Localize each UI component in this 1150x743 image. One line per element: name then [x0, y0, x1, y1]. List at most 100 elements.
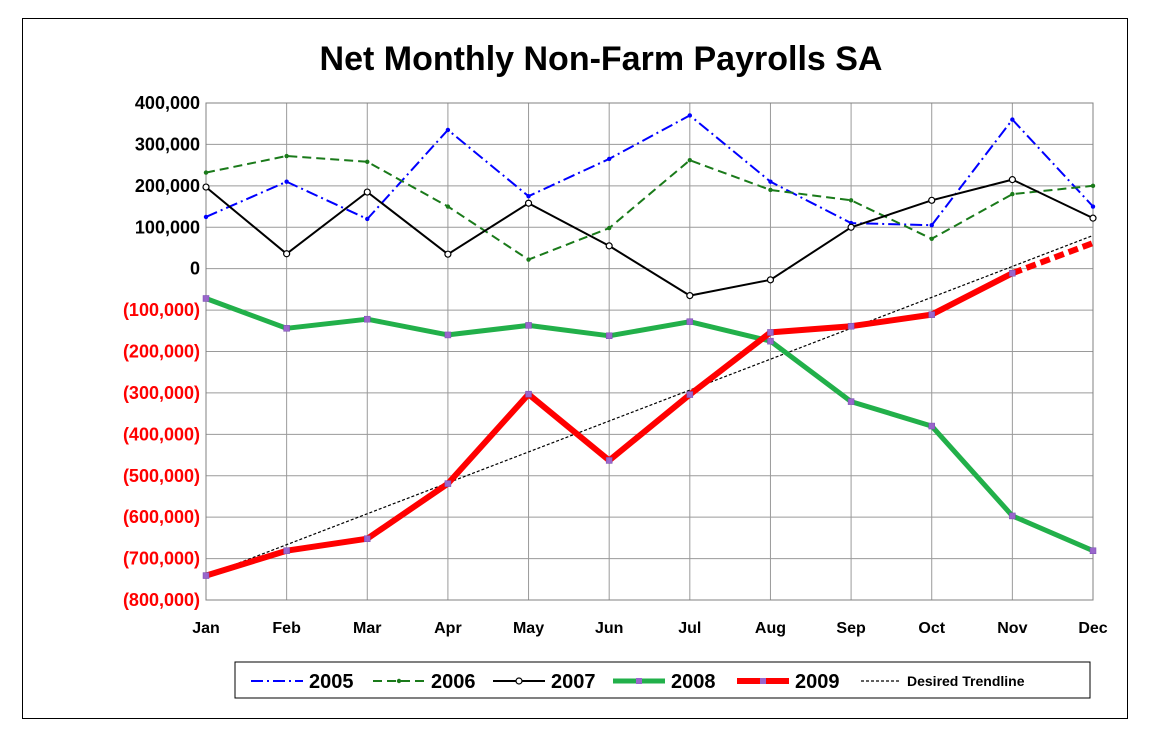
- series-2009-point: [1009, 269, 1016, 277]
- series-2005-point: [365, 216, 370, 222]
- x-tick-label: May: [513, 620, 544, 637]
- series-2007-point: [524, 199, 533, 207]
- y-tick-label: (400,000): [123, 424, 200, 444]
- series-2008-point: [444, 331, 452, 339]
- y-tick-label: (200,000): [123, 342, 200, 362]
- series-2009-point: [283, 547, 290, 554]
- legend-item-2009-label: 2009: [795, 671, 840, 693]
- series-2005-point: [526, 193, 531, 199]
- y-tick-label: (500,000): [123, 466, 200, 486]
- series-2007-point: [766, 276, 775, 284]
- legend-item-2006-marker: [396, 678, 402, 684]
- grid: [205, 102, 1094, 601]
- legend-item-2008: 2008: [613, 671, 716, 693]
- series-2006-point: [606, 225, 612, 231]
- series-desired-trendline-line: [205, 234, 1094, 577]
- series-2009-point: [928, 311, 935, 318]
- series-2006-line: [205, 155, 1094, 261]
- series-2009-point: [444, 480, 452, 487]
- x-tick-label: Dec: [1078, 620, 1107, 637]
- y-tick-label: 0: [190, 259, 200, 279]
- legend-item-2006: 2006: [373, 671, 476, 693]
- series-2007-point: [444, 250, 452, 258]
- series-2007-point: [283, 250, 291, 258]
- series-2008: [202, 295, 1097, 554]
- series-2005-point: [284, 179, 289, 184]
- series-2005-point: [768, 179, 773, 184]
- series-desired-trendline: [205, 234, 1094, 577]
- series-2005-point: [929, 222, 934, 228]
- series-2008-point: [1009, 512, 1016, 520]
- series-2006-point: [526, 257, 531, 262]
- legend-item-desired-trendline: Desired Trendline: [861, 673, 1025, 689]
- series-2009-point: [605, 457, 613, 464]
- y-tick-label: 300,000: [135, 134, 200, 154]
- series-2006-point: [365, 159, 370, 165]
- legend-item-2007: 2007: [493, 671, 596, 693]
- series-2007-point: [686, 291, 694, 300]
- x-tick-label: Apr: [434, 620, 462, 637]
- x-tick-label: Feb: [272, 620, 301, 637]
- y-tick-label: (300,000): [123, 383, 200, 403]
- y-tick-label: (800,000): [123, 590, 200, 610]
- legend-item-2009: 2009: [737, 671, 840, 693]
- series-2009: [202, 240, 1095, 579]
- series-2006: [203, 153, 1096, 262]
- series-2007-point: [847, 223, 855, 231]
- series-2005: [203, 113, 1096, 228]
- x-tick-label: Nov: [997, 620, 1027, 637]
- legend-item-2008-label: 2008: [671, 671, 716, 693]
- plot-border: [205, 102, 1094, 601]
- plot-area: [202, 113, 1097, 579]
- y-tick-label: (100,000): [123, 300, 200, 320]
- series-2009-point: [686, 391, 694, 398]
- series-2008-point: [364, 315, 371, 323]
- line-chart: Net Monthly Non-Farm Payrolls SA 400,000…: [123, 40, 1108, 699]
- series-2009-point: [847, 322, 855, 330]
- series-2007-point: [202, 183, 210, 191]
- x-tick-label: Sep: [836, 620, 866, 637]
- series-2008-point: [686, 318, 694, 325]
- series-2008-point: [1089, 547, 1097, 554]
- series-2007: [202, 176, 1097, 300]
- series-2006-point: [1010, 191, 1015, 197]
- series-2006-point: [929, 236, 934, 242]
- x-tick-label: Mar: [353, 620, 381, 637]
- legend-item-2009-marker: [760, 678, 766, 684]
- series-2005-point: [445, 127, 451, 133]
- legend-item-2006-label: 2006: [431, 671, 476, 693]
- series-2007-point: [1089, 214, 1097, 222]
- series-2008-point: [847, 398, 855, 405]
- legend-item-2008-marker: [636, 678, 642, 684]
- series-2007-point: [928, 196, 936, 204]
- chart-frame: Net Monthly Non-Farm Payrolls SA 400,000…: [22, 18, 1128, 719]
- series-2006-point: [687, 157, 693, 163]
- series-2005-point: [606, 156, 612, 162]
- series-2006-point: [848, 198, 854, 203]
- series-2008-point: [283, 325, 290, 332]
- legend-item-2005: 2005: [251, 671, 354, 693]
- series-2008-point: [928, 422, 935, 430]
- chart-title: Net Monthly Non-Farm Payrolls SA: [320, 40, 883, 78]
- series-2008-point: [605, 332, 613, 340]
- series-2009-point: [364, 535, 371, 542]
- series-2008-point: [767, 337, 774, 345]
- y-tick-label: 100,000: [135, 217, 200, 237]
- y-tick-label: (700,000): [123, 549, 200, 569]
- series-2009-point: [767, 329, 774, 336]
- series-2007-line: [205, 178, 1094, 297]
- y-tick-label: 400,000: [135, 93, 200, 113]
- series-2005-point: [1010, 117, 1015, 122]
- y-tick-label: 200,000: [135, 176, 200, 196]
- y-tick-label: (600,000): [123, 507, 200, 527]
- x-tick-label: Jul: [678, 620, 701, 637]
- series-2005-line: [205, 114, 1094, 227]
- series-2005-point: [687, 113, 693, 118]
- y-axis-ticks: 400,000 300,000 200,000 100,000 0 (100,000) (2…: [123, 93, 200, 610]
- series-2006-point: [284, 153, 289, 159]
- legend-item-2007-marker: [515, 677, 523, 685]
- x-tick-label: Oct: [918, 620, 945, 637]
- series-2008-line: [205, 296, 1094, 553]
- series-2008-point: [525, 322, 532, 329]
- series-2006-point: [768, 187, 773, 193]
